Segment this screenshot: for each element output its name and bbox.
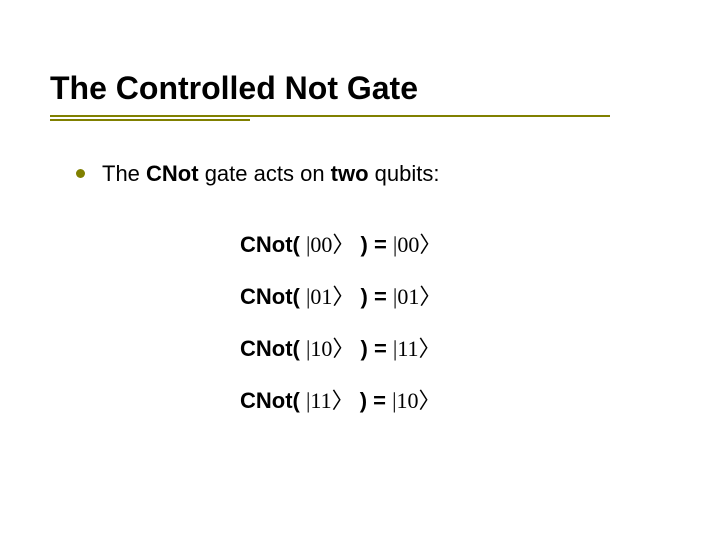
eq-in-rangle: 〉: [332, 336, 354, 361]
eq-out-val: 00: [397, 232, 419, 257]
eq-out-val: 01: [397, 284, 419, 309]
bullet-post: qubits:: [369, 161, 440, 186]
eq-op: CNot(: [240, 336, 306, 361]
eq-out-rangle: 〉: [419, 336, 441, 361]
eq-op: CNot(: [240, 388, 306, 413]
bullet-icon: [76, 169, 85, 178]
eq-in-rangle: 〉: [332, 388, 354, 413]
eq-mid: ) =: [354, 336, 393, 361]
eq-in-rangle: 〉: [332, 284, 354, 309]
underline-short: [50, 119, 250, 121]
equation-row: CNot( |01〉 ) = |01〉: [240, 279, 670, 311]
eq-mid: ) =: [354, 284, 393, 309]
eq-op: CNot(: [240, 232, 306, 257]
slide-container: The Controlled Not Gate The CNot gate ac…: [0, 0, 720, 540]
eq-in-val: 00: [310, 232, 332, 257]
eq-out-rangle: 〉: [419, 388, 441, 413]
bullet-pre: The: [102, 161, 146, 186]
underline-long: [50, 115, 610, 117]
eq-in-rangle: 〉: [332, 232, 354, 257]
eq-mid: ) =: [354, 388, 393, 413]
bullet-line: The CNot gate acts on two qubits:: [76, 161, 670, 187]
eq-mid: ) =: [354, 232, 393, 257]
bullet-mid: gate acts on: [199, 161, 331, 186]
equation-row: CNot( |11〉 ) = |10〉: [240, 383, 670, 415]
title-underline: [50, 115, 670, 121]
bullet-bold-cnot: CNot: [146, 161, 199, 186]
bullet-bold-two: two: [331, 161, 369, 186]
eq-in-val: 10: [310, 336, 332, 361]
equation-list: CNot( |00〉 ) = |00〉 CNot( |01〉 ) = |01〉 …: [240, 227, 670, 415]
eq-in-val: 11: [310, 388, 331, 413]
eq-out-rangle: 〉: [419, 232, 441, 257]
slide-title: The Controlled Not Gate: [50, 70, 670, 107]
eq-out-val: 11: [397, 336, 418, 361]
equation-row: CNot( |10〉 ) = |11〉: [240, 331, 670, 363]
eq-op: CNot(: [240, 284, 306, 309]
eq-out-rangle: 〉: [419, 284, 441, 309]
equation-row: CNot( |00〉 ) = |00〉: [240, 227, 670, 259]
eq-in-val: 01: [310, 284, 332, 309]
eq-out-val: 10: [397, 388, 419, 413]
